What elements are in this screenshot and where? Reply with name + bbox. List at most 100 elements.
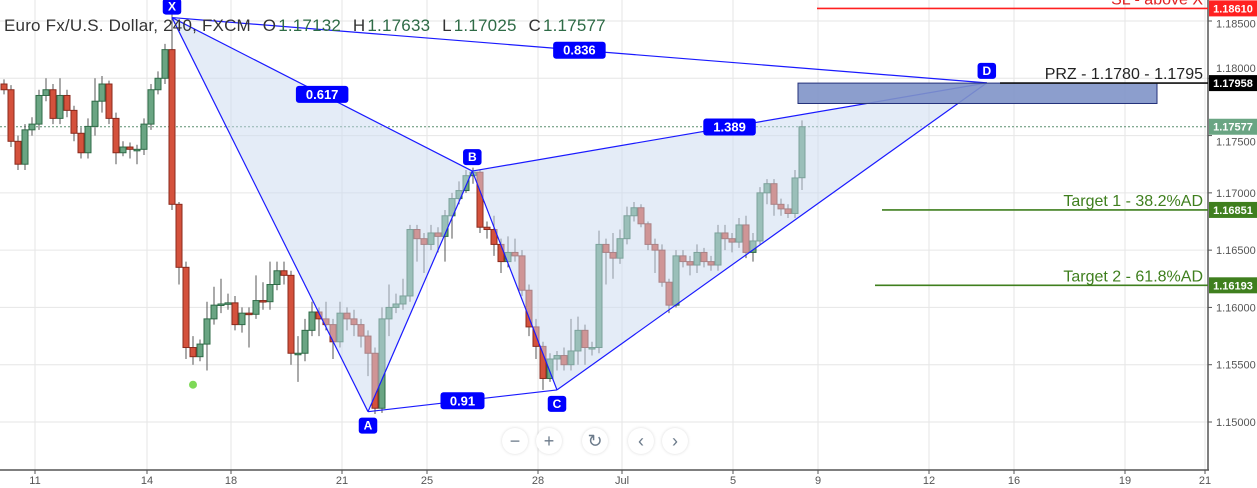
candle (98, 75, 106, 113)
candle (49, 84, 57, 125)
candle-body (259, 300, 267, 303)
scroll-left-button[interactable]: ‹ (628, 428, 654, 454)
candle-body (490, 229, 498, 245)
time-tick-label: 9 (815, 475, 821, 487)
price-badge-text: 1.17577 (1213, 122, 1253, 134)
price-tick-label: 1.15500 (1216, 360, 1256, 372)
high-value: 1.17633 (367, 16, 431, 35)
candle-body (84, 125, 92, 154)
time-tick-label: 12 (923, 475, 935, 487)
candle-body (308, 311, 316, 331)
candle (273, 261, 281, 291)
price-tick-label: 1.16500 (1216, 245, 1256, 257)
price-badge-text: 1.16851 (1213, 205, 1253, 217)
target2-label: Target 2 - 61.8%AD (1063, 268, 1203, 285)
pattern-leg-CD (556, 82, 988, 391)
candle-body (42, 89, 50, 96)
candle-body (21, 129, 29, 165)
reset-chart-button[interactable]: ↻ (582, 428, 608, 454)
chart-navigation: − + ↻ ‹ › (502, 428, 688, 454)
pattern-point-D: D (977, 62, 997, 79)
price-tick-label: 1.18500 (1216, 18, 1256, 30)
candle (252, 275, 260, 319)
candle-body (133, 148, 141, 152)
candle (42, 78, 50, 102)
candle (126, 142, 134, 159)
candle (21, 124, 29, 170)
candle-body (301, 329, 309, 354)
pattern-point-X: X (162, 0, 182, 15)
candle (182, 261, 190, 359)
candle-body (168, 49, 176, 205)
candle-body (231, 302, 239, 326)
candle (196, 339, 204, 362)
price-badge-bg (1209, 201, 1257, 218)
candle (224, 293, 232, 310)
ratio-label-XB-text: 0.617 (306, 87, 339, 102)
candle (203, 301, 211, 371)
ratio-label-XD-text: 0.836 (563, 43, 596, 58)
candle (287, 270, 295, 365)
close-value: 1.17577 (542, 16, 606, 35)
candle (175, 202, 183, 285)
candle (217, 278, 225, 314)
candle-body (210, 304, 218, 320)
close-label: C (528, 16, 541, 35)
zoom-out-button[interactable]: − (502, 428, 528, 454)
time-tick-label: 25 (421, 475, 433, 487)
prz-price-badge: 1.17958 (1209, 75, 1257, 92)
candle-body (7, 89, 15, 142)
pattern-leg-AB (367, 170, 473, 412)
candle-body (294, 352, 302, 356)
ratio-label-XD: 0.836 (553, 41, 606, 59)
candle (189, 336, 197, 365)
candle-body (280, 270, 288, 276)
candle-body (217, 303, 225, 306)
price-tick-label: 1.18000 (1216, 63, 1256, 75)
price-badge-bg (1209, 118, 1257, 135)
time-tick-label: 28 (532, 475, 544, 487)
candle-body (140, 123, 148, 150)
time-tick-label: 11 (29, 475, 40, 487)
candle-body (161, 49, 169, 79)
candle (0, 79, 8, 95)
candle-body (189, 347, 197, 358)
candle-body (483, 226, 491, 231)
price-badge-bg (1209, 0, 1257, 17)
scroll-right-button[interactable]: › (662, 428, 688, 454)
signal-dot (189, 380, 197, 389)
price-badge-text: 1.18610 (1213, 3, 1253, 15)
candle-body (238, 312, 246, 326)
pattern-point-D-bg (977, 62, 997, 79)
last-price-badge: 1.17577 (1209, 118, 1257, 135)
open-label: O (262, 16, 277, 35)
candle (133, 144, 141, 165)
open-value: 1.17132 (278, 16, 342, 35)
candle-body (105, 83, 113, 119)
price-badge-bg (1209, 277, 1257, 294)
candle (168, 9, 176, 211)
candle-body (63, 94, 71, 111)
pattern-fill-bcd (472, 82, 987, 390)
candle-body (273, 270, 281, 286)
price-tick-label: 1.17000 (1216, 188, 1256, 200)
zoom-in-button[interactable]: + (536, 428, 562, 454)
candle-body (14, 140, 22, 165)
time-tick-label: 16 (1008, 475, 1020, 487)
candle-body (119, 146, 127, 154)
time-tick-label: 19 (1119, 475, 1131, 487)
ratio-label-XD-bg (553, 41, 606, 59)
time-tick-label: 21 (336, 475, 348, 487)
candle-body (49, 89, 57, 119)
candle-body (0, 83, 8, 91)
sl-label: SL - above X (1111, 0, 1203, 8)
candle (14, 135, 22, 170)
low-value: 1.17025 (453, 16, 517, 35)
candle-body (98, 83, 106, 102)
candle-body (252, 300, 260, 315)
price-tick-label: 1.17500 (1216, 137, 1256, 149)
candle-body (203, 318, 211, 345)
candle-body (126, 146, 134, 150)
high-label: H (352, 16, 366, 35)
